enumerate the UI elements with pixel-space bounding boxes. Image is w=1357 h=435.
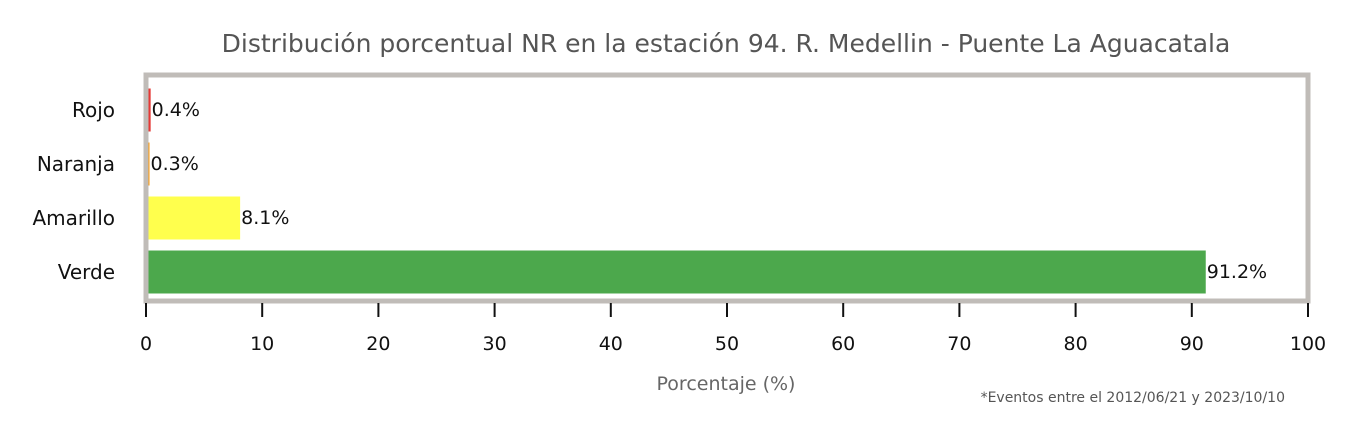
x-tick-label: 70 xyxy=(947,333,971,355)
x-tick-label: 100 xyxy=(1290,333,1326,355)
category-label-verde: Verde xyxy=(58,260,115,284)
value-label-amarillo: 8.1% xyxy=(241,207,289,229)
x-tick-label: 80 xyxy=(1064,333,1088,355)
value-label-rojo: 0.4% xyxy=(152,99,200,121)
value-labels: 0.4% 0.3% 8.1% 91.2% xyxy=(150,99,1267,283)
bar-amarillo xyxy=(146,196,241,240)
value-label-naranja: 0.3% xyxy=(150,153,198,175)
x-tick-label: 50 xyxy=(715,333,739,355)
bars-group xyxy=(146,88,1206,294)
x-tick-label: 30 xyxy=(483,333,507,355)
category-labels: Rojo Naranja Amarillo Verde xyxy=(32,98,115,284)
plot-frame xyxy=(143,72,1311,304)
x-axis-ticks: 0 10 20 30 40 50 60 70 80 90 100 xyxy=(140,303,1326,355)
footnote: *Eventos entre el 2012/06/21 y 2023/10/1… xyxy=(981,390,1285,406)
category-label-rojo: Rojo xyxy=(72,98,115,122)
chart-title: Distribución porcentual NR en la estació… xyxy=(222,29,1231,58)
category-label-naranja: Naranja xyxy=(37,152,115,176)
x-tick-label: 90 xyxy=(1180,333,1204,355)
category-label-amarillo: Amarillo xyxy=(32,206,115,230)
x-tick-label: 20 xyxy=(366,333,390,355)
x-tick-label: 0 xyxy=(140,333,152,355)
x-tick-label: 10 xyxy=(250,333,274,355)
x-tick-label: 60 xyxy=(831,333,855,355)
bar-verde xyxy=(146,250,1206,294)
value-label-verde: 91.2% xyxy=(1207,261,1267,283)
x-tick-label: 40 xyxy=(599,333,623,355)
x-axis-label: Porcentaje (%) xyxy=(657,373,796,395)
